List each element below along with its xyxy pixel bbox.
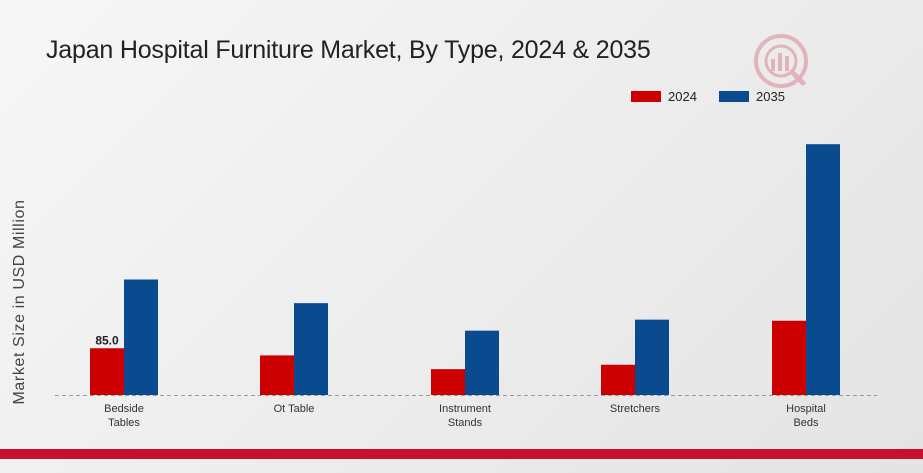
x-tick-label-4-0: Hospital [786,403,826,415]
bar-2035-3 [635,319,669,395]
brand-logo [754,34,808,88]
bar-2035-0 [124,279,158,395]
x-tick-label-3-0: Stretchers [610,403,661,415]
bar-2024-3 [601,364,635,395]
bars-group: 85.0 [90,144,840,395]
legend-label-2024: 2024 [668,89,697,104]
legend-label-2035: 2035 [756,89,785,104]
bar-2024-1 [260,355,294,395]
x-tick-labels: Bedside Tables Ot Table Instrument Stands Str… [104,403,826,429]
bar-2024-2 [431,369,465,395]
x-tick-label-4-1: Beds [793,417,819,429]
chart-legend: 2024 2035 [631,89,785,104]
legend-swatch-2024 [631,91,661,102]
x-tick-label-0-1: Tables [108,417,140,429]
x-tick-label-2-0: Instrument [439,403,491,415]
x-tick-label-2-1: Stands [448,417,483,429]
footer-bar [0,449,923,459]
bar-2035-2 [465,330,499,395]
bar-2024-0 [90,348,124,395]
bar-2035-1 [294,303,328,395]
data-label-0: 85.0 [95,333,119,347]
bar-2024-4 [772,320,806,395]
x-tick-label-1-0: Ot Table [274,403,315,415]
x-tick-label-0-0: Bedside [104,403,144,415]
legend-swatch-2035 [719,91,749,102]
bar-2035-4 [806,144,840,395]
chart-title: Japan Hospital Furniture Market, By Type… [46,36,651,64]
